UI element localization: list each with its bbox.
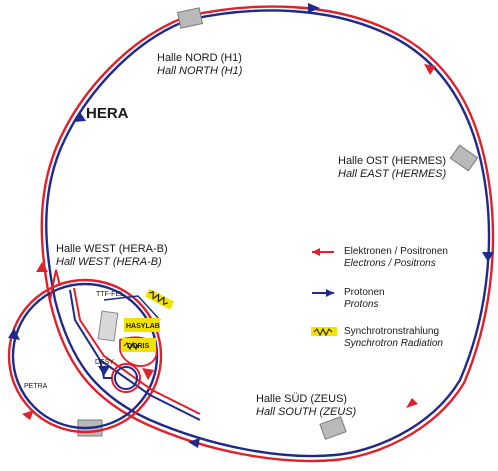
hall-west-label-en: Hall WEST (HERA-B) xyxy=(56,256,162,268)
hall-block-ost xyxy=(449,144,479,172)
ttf-fel-beamline xyxy=(103,295,161,321)
electron-direction-arrow xyxy=(406,398,418,408)
transfer-line-electron xyxy=(49,269,61,301)
doris-label: DORIS xyxy=(127,343,150,350)
legend-protons-en: Protons xyxy=(344,299,378,310)
desy-label: DESY xyxy=(95,359,114,366)
hall-sued-label-en: Hall SOUTH (ZEUS) xyxy=(256,406,357,418)
proton-direction-arrow xyxy=(308,3,320,13)
electron-direction-arrow xyxy=(36,262,48,272)
legend: Elektronen / Positronen Electrons / Posi… xyxy=(311,246,448,349)
legend-item-synchrotron: Synchrotronstrahlung Synchrotron Radiati… xyxy=(311,326,443,349)
hall-block-nord xyxy=(176,7,204,29)
transfer-line-electron xyxy=(73,287,201,415)
legend-electrons-de: Elektronen / Positronen xyxy=(344,246,448,257)
legend-protons-de: Protonen xyxy=(344,287,385,298)
petra-proton-ring xyxy=(11,282,159,430)
proton-direction-arrow xyxy=(482,252,494,262)
legend-synchrotron-en: Synchrotron Radiation xyxy=(344,338,443,349)
legend-synchrotron-de: Synchrotronstrahlung xyxy=(344,326,439,337)
petra-direction-arrow xyxy=(142,368,154,380)
hera-proton-ring xyxy=(45,9,491,458)
synchrotron-marker-ttf xyxy=(145,288,175,310)
legend-electrons-en: Electrons / Positrons xyxy=(344,258,436,269)
hasylab-label: HASYLAB xyxy=(126,323,160,330)
petra-electron-ring xyxy=(7,278,163,434)
proton-direction-arrow xyxy=(188,438,200,448)
proton-direction-arrow xyxy=(73,112,86,122)
electron-direction-arrow xyxy=(424,64,436,75)
diagram-title: HERA xyxy=(86,105,129,122)
desy-ring-proton xyxy=(114,366,138,390)
hall-sued-label-de: Halle SÜD (ZEUS) xyxy=(256,393,347,405)
hall-nord-label-de: Halle NORD (H1) xyxy=(157,52,242,64)
hall-west-label-de: Halle WEST (HERA-B) xyxy=(56,243,168,255)
hall-ost-label-de: Halle OST (HERMES) xyxy=(338,155,446,167)
legend-item-electrons: Elektronen / Positronen Electrons / Posi… xyxy=(312,246,448,269)
hall-block-sued xyxy=(319,416,347,440)
transfer-line-proton xyxy=(69,289,201,421)
ttf-fel-linac xyxy=(97,310,119,342)
legend-item-protons: Protonen Protons xyxy=(312,287,385,310)
petra-direction-arrow xyxy=(22,410,34,420)
synchrotron-marker-hasylab xyxy=(124,318,160,332)
petra-direction-arrow xyxy=(8,328,20,340)
hall-ost-label-en: Hall EAST (HERMES) xyxy=(338,168,447,180)
desy-arrow xyxy=(98,366,110,376)
synchrotron-marker-doris xyxy=(122,338,156,352)
hera-electron-ring xyxy=(40,5,495,463)
ttf-fel-label: TTF-FEL xyxy=(96,291,124,298)
hall-nord-label-en: Hall NORTH (H1) xyxy=(157,65,243,77)
petra-label: PETRA xyxy=(24,383,48,390)
